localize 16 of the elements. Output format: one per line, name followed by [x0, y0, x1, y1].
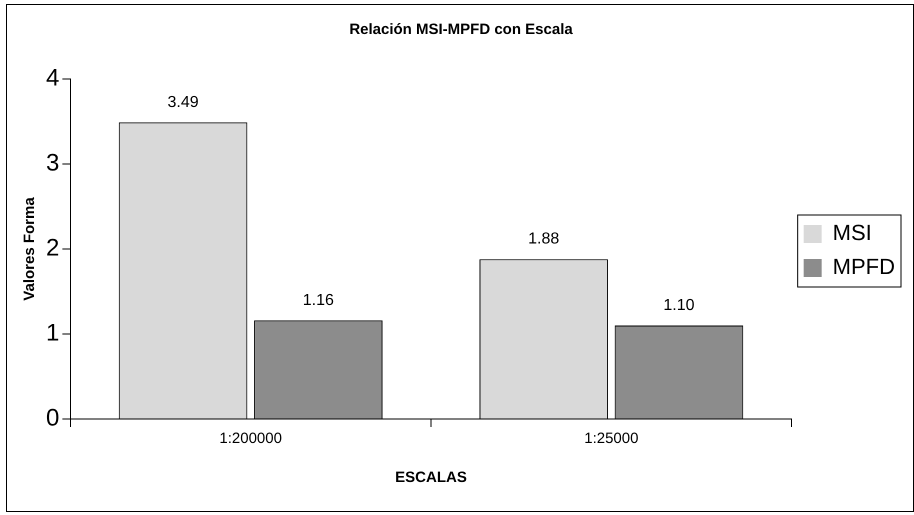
y-tick-label: 2 — [46, 234, 60, 262]
data-label: 1.10 — [663, 296, 695, 314]
y-tick-label: 1 — [46, 320, 60, 347]
y-tick-label: 0 — [46, 404, 60, 432]
data-label: 1.88 — [528, 230, 560, 248]
x-tick-label: 1:200000 — [219, 430, 282, 448]
legend-label: MPFD — [832, 254, 895, 280]
data-label: 1.16 — [302, 292, 334, 309]
x-axis-title: ESCALAS — [395, 469, 467, 486]
legend-label: MSI — [832, 220, 872, 246]
data-label: 3.49 — [167, 94, 199, 111]
y-tick-label: 3 — [46, 150, 60, 177]
chart-title: Relación MSI-MPFD con Escala — [349, 21, 574, 38]
y-tick-label: 4 — [46, 64, 60, 92]
y-axis-title: Valores Forma — [21, 196, 38, 301]
x-tick-label: 1:25000 — [584, 430, 638, 448]
